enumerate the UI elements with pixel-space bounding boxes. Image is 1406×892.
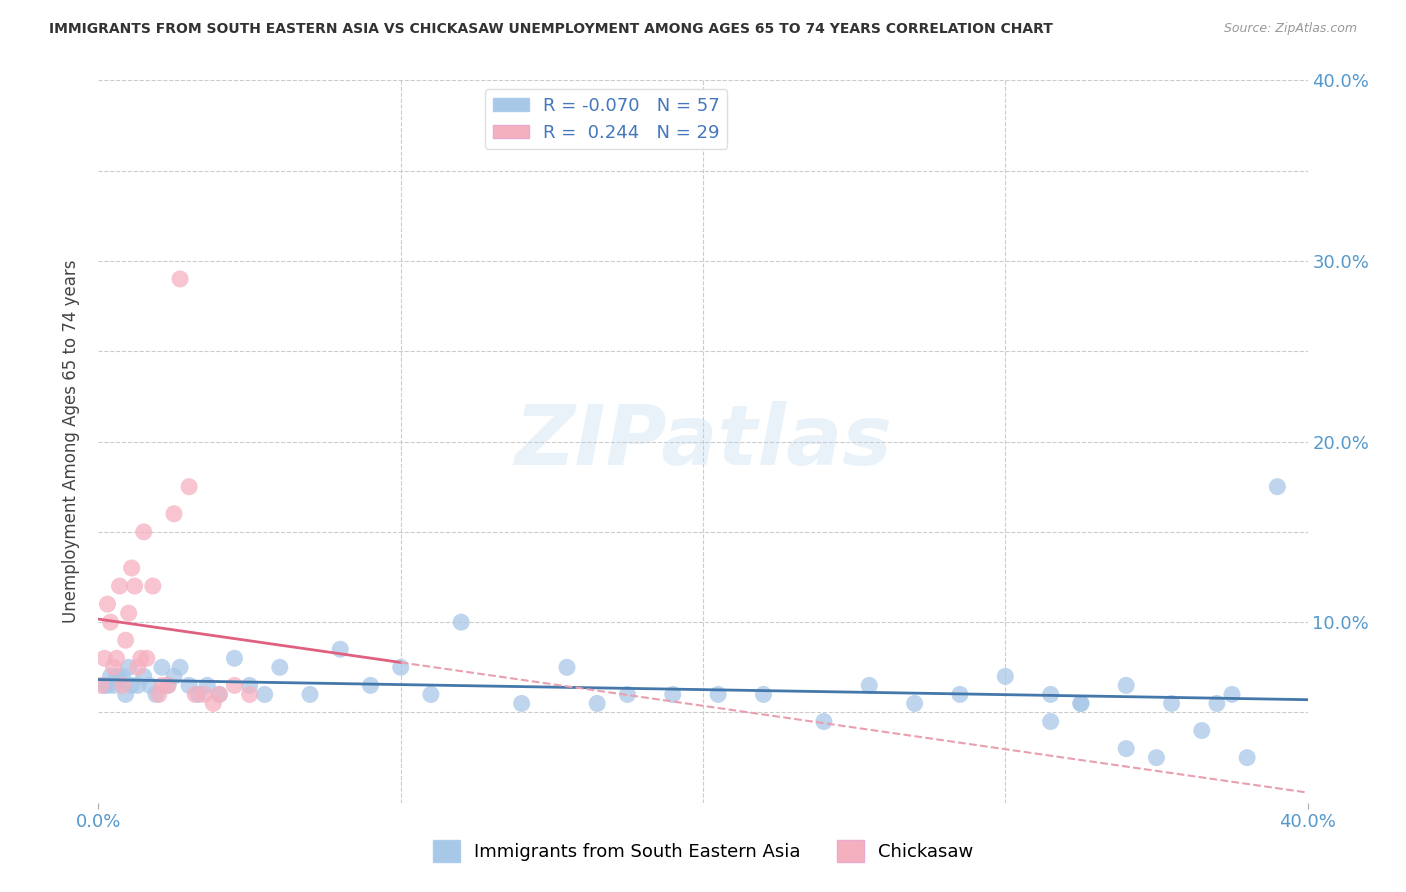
Point: [114, 687, 136, 701]
Point: [150, 678, 173, 692]
Legend: Immigrants from South Eastern Asia, Chickasaw: Immigrants from South Eastern Asia, Chic…: [426, 833, 980, 870]
Point: [555, 660, 578, 674]
Point: [100, 669, 122, 683]
Point: [93, 678, 115, 692]
Text: ZIPatlas: ZIPatlas: [515, 401, 891, 482]
Point: [450, 615, 472, 630]
Point: [1070, 697, 1092, 711]
Point: [329, 642, 352, 657]
Point: [208, 687, 231, 701]
Point: [994, 669, 1017, 683]
Point: [420, 687, 443, 701]
Text: IMMIGRANTS FROM SOUTH EASTERN ASIA VS CHICKASAW UNEMPLOYMENT AMONG AGES 65 TO 74: IMMIGRANTS FROM SOUTH EASTERN ASIA VS CH…: [49, 22, 1053, 37]
Point: [90, 678, 112, 692]
Point: [193, 687, 215, 701]
Point: [145, 687, 167, 701]
Point: [1267, 480, 1289, 494]
Point: [1206, 697, 1229, 711]
Point: [224, 678, 246, 692]
Point: [179, 480, 201, 494]
Point: [707, 687, 730, 701]
Point: [269, 660, 291, 674]
Point: [129, 651, 152, 665]
Point: [150, 660, 173, 674]
Point: [135, 651, 157, 665]
Point: [103, 660, 125, 674]
Point: [224, 651, 246, 665]
Point: [239, 687, 262, 701]
Point: [148, 687, 170, 701]
Point: [127, 660, 149, 674]
Point: [108, 673, 131, 687]
Point: [1039, 714, 1062, 729]
Point: [127, 678, 149, 692]
Point: [586, 697, 609, 711]
Point: [124, 579, 146, 593]
Point: [1070, 697, 1092, 711]
Y-axis label: Unemployment Among Ages 65 to 74 years: Unemployment Among Ages 65 to 74 years: [62, 260, 80, 624]
Point: [118, 606, 141, 620]
Point: [752, 687, 775, 701]
Point: [904, 697, 927, 711]
Point: [156, 678, 179, 692]
Point: [163, 507, 186, 521]
Point: [1115, 741, 1137, 756]
Point: [96, 678, 118, 692]
Point: [510, 697, 533, 711]
Point: [1039, 687, 1062, 701]
Point: [389, 660, 412, 674]
Point: [616, 687, 638, 701]
Point: [1144, 750, 1167, 764]
Point: [184, 687, 207, 701]
Point: [299, 687, 322, 701]
Point: [142, 579, 165, 593]
Point: [202, 697, 225, 711]
Point: [169, 660, 191, 674]
Point: [114, 633, 136, 648]
Point: [156, 678, 179, 692]
Point: [661, 687, 683, 701]
Point: [813, 714, 835, 729]
Point: [253, 687, 276, 701]
Point: [93, 651, 115, 665]
Point: [121, 678, 143, 692]
Point: [111, 678, 134, 692]
Point: [360, 678, 382, 692]
Point: [100, 615, 122, 630]
Point: [121, 561, 143, 575]
Point: [239, 678, 262, 692]
Point: [195, 678, 218, 692]
Point: [1236, 750, 1258, 764]
Point: [208, 687, 231, 701]
Point: [103, 678, 125, 692]
Point: [1191, 723, 1213, 738]
Point: [949, 687, 972, 701]
Point: [1160, 697, 1182, 711]
Point: [111, 669, 134, 683]
Point: [96, 597, 118, 611]
Legend: R = -0.070   N = 57, R =  0.244   N = 29: R = -0.070 N = 57, R = 0.244 N = 29: [485, 89, 727, 149]
Point: [1115, 678, 1137, 692]
Point: [108, 579, 131, 593]
Point: [858, 678, 880, 692]
Point: [179, 678, 201, 692]
Point: [132, 669, 155, 683]
Point: [163, 669, 186, 683]
Point: [105, 651, 128, 665]
Point: [118, 660, 141, 674]
Point: [187, 687, 209, 701]
Point: [169, 272, 191, 286]
Point: [132, 524, 155, 539]
Point: [105, 669, 128, 683]
Point: [139, 678, 162, 692]
Point: [1220, 687, 1243, 701]
Text: Source: ZipAtlas.com: Source: ZipAtlas.com: [1223, 22, 1357, 36]
